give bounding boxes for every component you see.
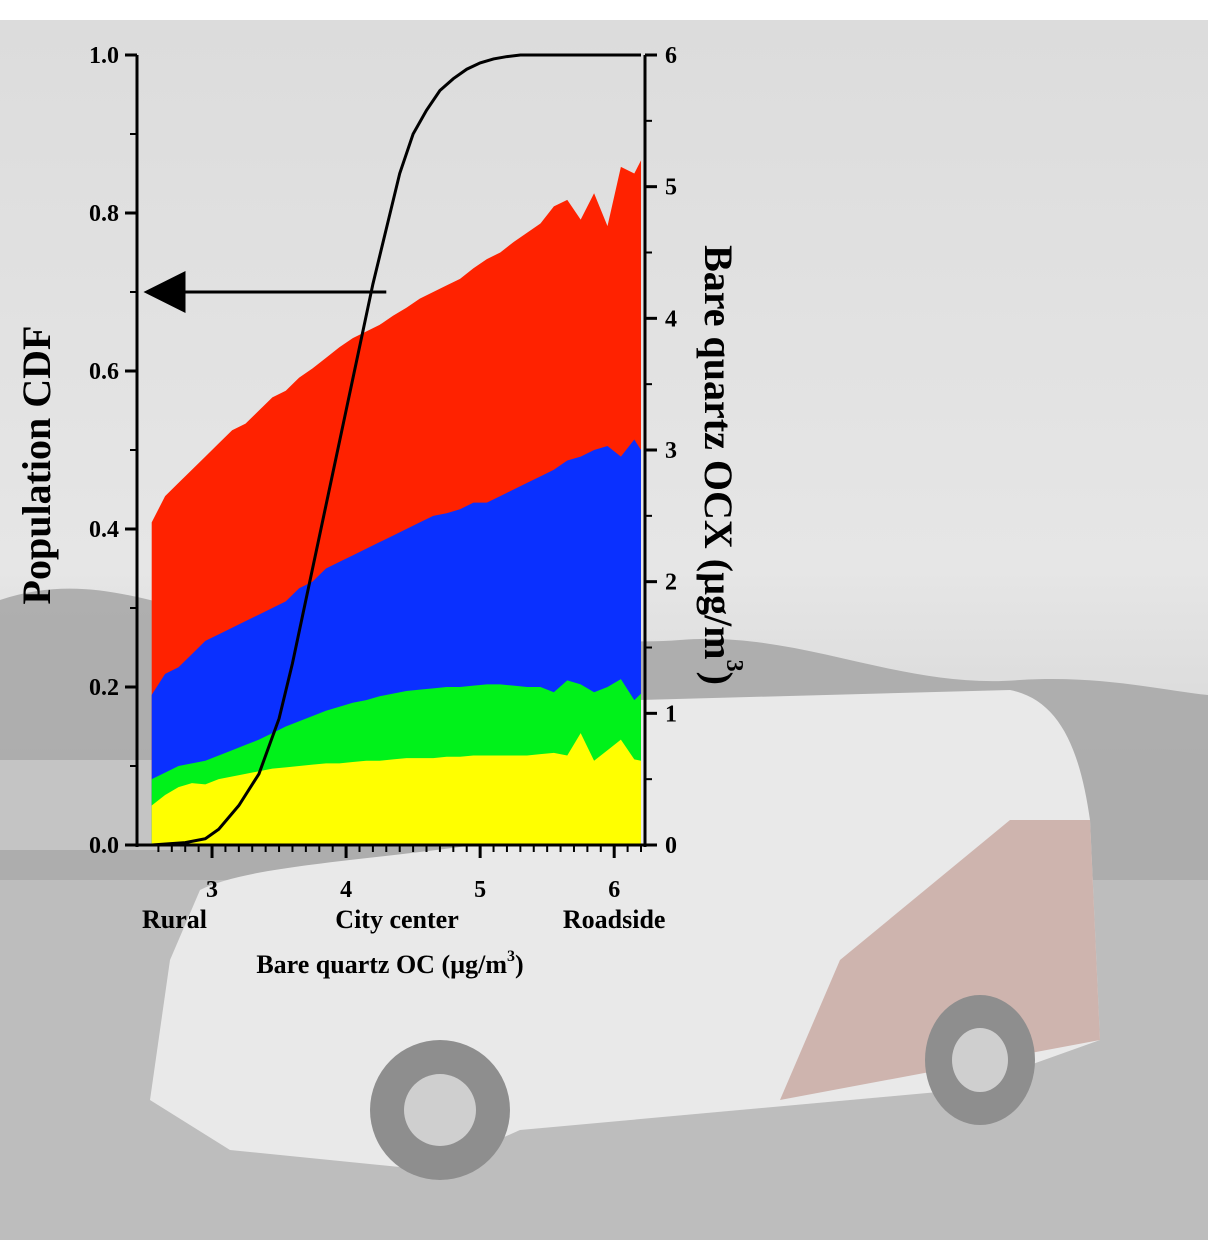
x-tick-label: 3 — [206, 877, 218, 903]
y-left-tick-label: 0.6 — [89, 359, 119, 385]
y-right-tick-label: 2 — [665, 570, 677, 596]
y-axis-left-label: Population CDF — [14, 326, 59, 605]
cdf-layer — [143, 53, 641, 847]
x-axis-label-main: Bare quartz OC (µg/m — [256, 950, 507, 979]
x-axis-label-close: ) — [515, 950, 524, 979]
x-tick-label: 6 — [608, 877, 620, 903]
y-axis-right-label-main: Bare quartz OCX (µg/m — [696, 245, 741, 659]
y-right-tick-label: 6 — [665, 43, 677, 69]
y-axis-right-label: Bare quartz OCX (µg/m3) — [696, 245, 747, 685]
y-left-tick-label: 0.4 — [89, 517, 119, 543]
x-axis-label-sup: 3 — [507, 948, 515, 965]
y-right-tick-label: 0 — [665, 833, 677, 859]
y-right-tick-label: 5 — [665, 175, 677, 201]
x-tick-label: 5 — [474, 877, 486, 903]
y-axis-right-label-sup: 3 — [721, 660, 747, 672]
axes: 0.0 0.2 0.4 0.6 0.8 1.0 0 1 2 3 4 5 6 3 4 5 6 Rural City c… — [89, 43, 677, 934]
region-label: Roadside — [563, 905, 666, 934]
y-left-tick-label: 0.0 — [89, 833, 119, 859]
x-axis-label: Bare quartz OC (µg/m3) — [256, 948, 523, 979]
y-right-tick-label: 1 — [665, 701, 677, 727]
x-tick-label: 4 — [340, 877, 352, 903]
y-left-tick-label: 0.2 — [89, 675, 119, 701]
y-right-tick-label: 4 — [665, 306, 677, 332]
yellow-area — [151, 733, 641, 845]
y-left-tick-label: 0.8 — [89, 201, 119, 227]
region-label: Rural — [142, 905, 207, 934]
y-right-tick-label: 3 — [665, 438, 677, 464]
region-label: City center — [335, 905, 458, 934]
stacked-areas — [151, 160, 641, 846]
cdf-line — [151, 53, 641, 847]
labels: Population CDF Bare quartz OCX (µg/m3) B… — [14, 245, 747, 979]
y-axis-right-label-close: ) — [696, 672, 741, 685]
y-left-tick-label: 1.0 — [89, 43, 119, 69]
